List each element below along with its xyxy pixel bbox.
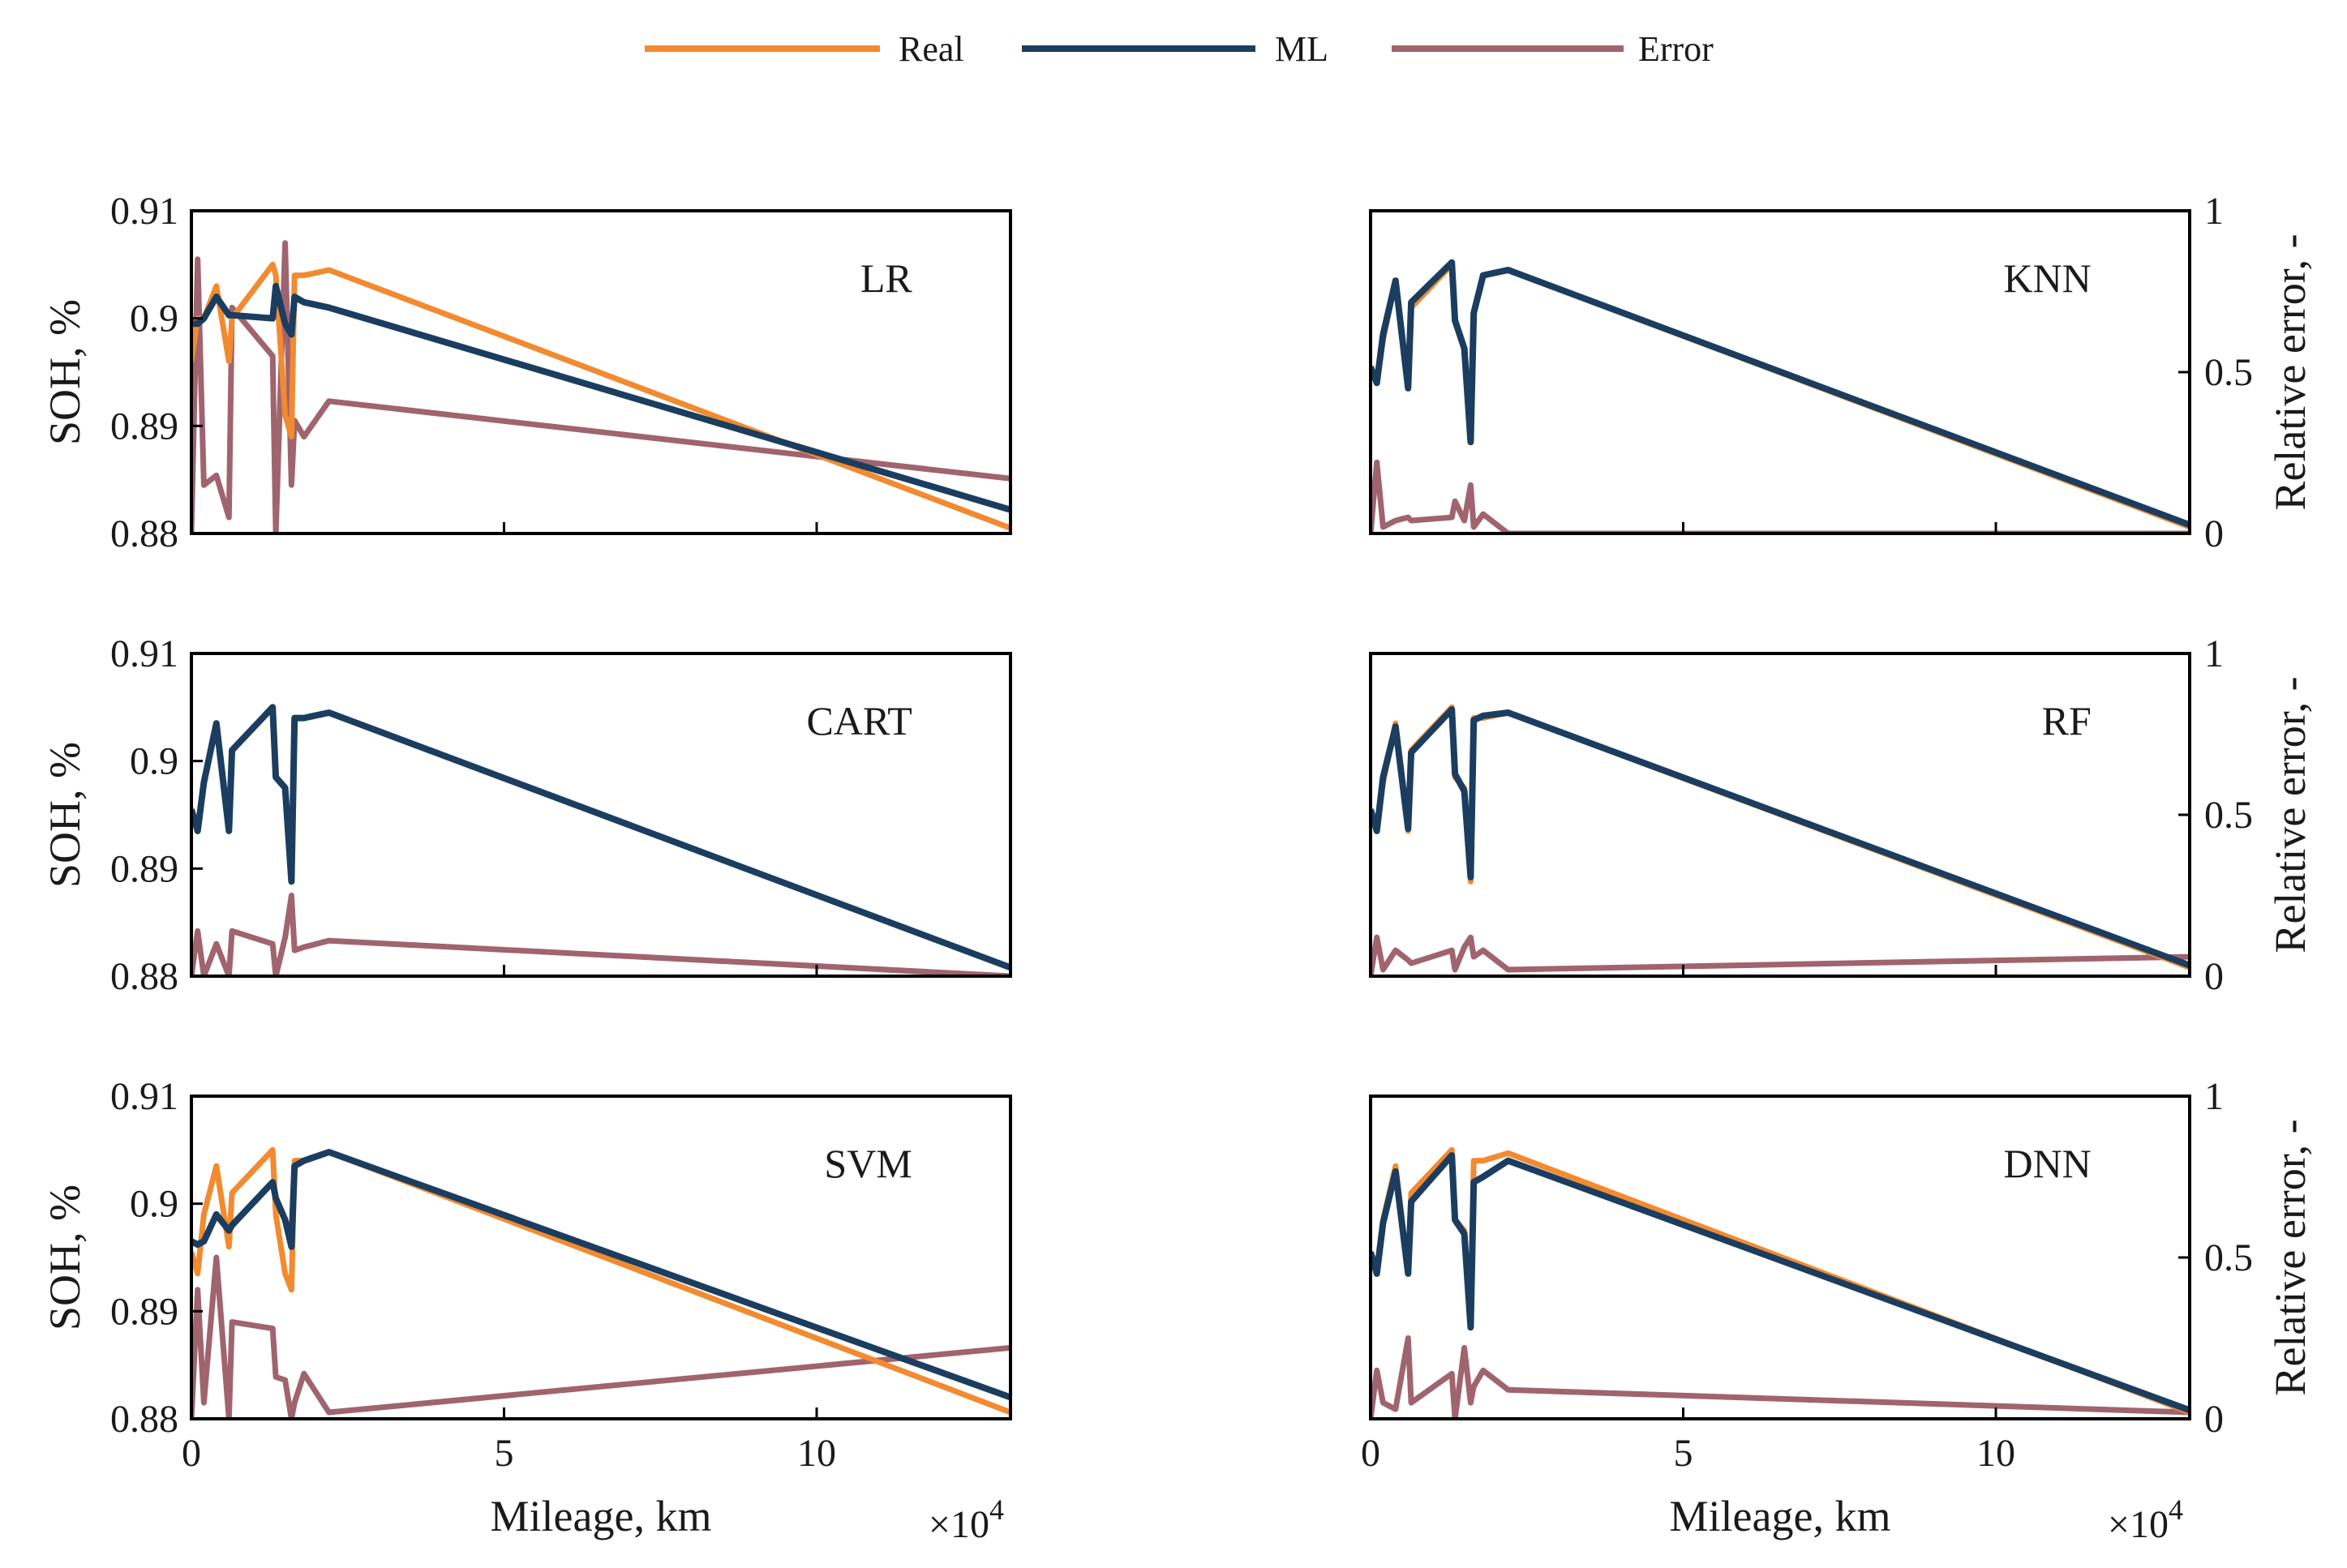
panel-cart: 0.88 0.89 0.9 0.91 SOH, % CART: [41, 632, 1012, 998]
panel-title: KNN: [2003, 255, 2091, 301]
y-tick-label-right: 1: [2204, 632, 2224, 675]
y-tick-label-right: 0: [2204, 1398, 2224, 1441]
x-tick-label: 0: [1361, 1432, 1380, 1475]
series-error-line: [191, 893, 1010, 976]
panel-title: LR: [860, 255, 913, 301]
y-axis-label-right: Relative error, -: [2266, 1119, 2315, 1395]
series-ml-line: [1371, 706, 2190, 969]
y-tick-label-left: 0.89: [110, 1290, 178, 1333]
y-tick-label-left: 0.9: [130, 298, 178, 341]
axes-frame: [190, 652, 1012, 978]
x-multiplier: ×104: [929, 1493, 1004, 1546]
legend-error-label: Error: [1638, 29, 1714, 69]
series-error-line: [1371, 1335, 2190, 1419]
panel-dnn: 0 5 10 0 0.5 1 Relative error, - DNN Mileage, km…: [1361, 1075, 2315, 1546]
x-multiplier-base: ×10: [929, 1503, 989, 1546]
series-real-line: [1371, 261, 2190, 530]
y-tick-label-left: 0.89: [110, 847, 178, 890]
series-ml-line: [1371, 1152, 2190, 1414]
y-axis-label-left: SOH, %: [41, 742, 89, 888]
series-error-line: [1371, 934, 2190, 976]
legend-ml-label: ML: [1275, 29, 1328, 69]
x-multiplier-exponent: 4: [2169, 1493, 2183, 1526]
series-ml-line: [191, 1149, 1010, 1401]
y-tick-label-left: 0.88: [110, 955, 178, 998]
y-tick-label-left: 0.91: [110, 632, 178, 675]
x-tick-label: 5: [1673, 1432, 1693, 1475]
y-tick-label-right: 0.5: [2204, 351, 2253, 394]
x-multiplier-base: ×10: [2108, 1503, 2169, 1546]
panel-title: SVM: [824, 1141, 912, 1186]
x-tick-label: 5: [494, 1432, 513, 1475]
legend-real-label: Real: [899, 29, 964, 69]
series-real-line: [191, 1146, 1010, 1416]
panel-rf: 0 0.5 1 Relative error, - RF: [1369, 632, 2315, 998]
y-tick-label-right: 1: [2204, 190, 2224, 233]
y-tick-label-left: 0.88: [110, 1398, 178, 1441]
panel-title: CART: [806, 698, 912, 743]
series-ml-line: [191, 704, 1010, 971]
x-multiplier-exponent: 4: [989, 1493, 1004, 1526]
y-axis-label-right: Relative error, -: [2266, 233, 2315, 510]
series-ml-line: [1371, 259, 2190, 529]
series-ml-line: [191, 282, 1010, 513]
panel-title: DNN: [2003, 1141, 2091, 1186]
y-tick-label-left: 0.88: [110, 512, 178, 555]
y-axis-label-left: SOH, %: [41, 299, 89, 445]
y-tick-label-left: 0.9: [130, 1183, 178, 1226]
legend: Real ML Error: [645, 29, 1714, 69]
y-tick-label-right: 0.5: [2204, 794, 2253, 837]
x-multiplier: ×104: [2108, 1493, 2183, 1546]
y-tick-label-right: 0.5: [2204, 1236, 2253, 1279]
axes-frame: [190, 209, 1012, 535]
y-tick-label-left: 0.91: [110, 1075, 178, 1118]
y-axis-label-right: Relative error, -: [2266, 676, 2315, 953]
series-real-line: [1371, 1146, 2190, 1416]
series-error-line: [191, 240, 1010, 533]
series-error-line: [191, 1254, 1010, 1419]
y-tick-label-left: 0.91: [110, 190, 178, 233]
y-tick-label-right: 0: [2204, 955, 2224, 998]
series-error-line: [1371, 459, 2190, 533]
series-real-line: [191, 704, 1010, 970]
y-tick-label-right: 0: [2204, 512, 2224, 555]
y-axis-label-left: SOH, %: [41, 1185, 89, 1330]
panel-lr: 0.88 0.89 0.9 0.91 SOH, % LR: [41, 190, 1012, 555]
x-tick-label: 10: [1976, 1432, 2015, 1475]
x-tick-label: 0: [182, 1432, 201, 1475]
y-tick-label-left: 0.89: [110, 405, 178, 448]
x-axis-label: Mileage, km: [491, 1492, 712, 1540]
series-real-line: [1371, 704, 2190, 970]
x-axis-label: Mileage, km: [1670, 1492, 1891, 1540]
y-tick-label-right: 1: [2204, 1075, 2224, 1118]
x-tick-label: 10: [797, 1432, 836, 1475]
panel-svm: 0 5 10 0.88 0.89 0.9 0.91 SOH, % SVM Mileage, km ×…: [41, 1075, 1012, 1546]
panel-title: RF: [2042, 698, 2092, 743]
panel-knn: 0 0.5 1 Relative error, - KNN: [1369, 190, 2315, 555]
y-tick-label-left: 0.9: [130, 740, 178, 783]
axes-frame: [190, 1095, 1012, 1420]
